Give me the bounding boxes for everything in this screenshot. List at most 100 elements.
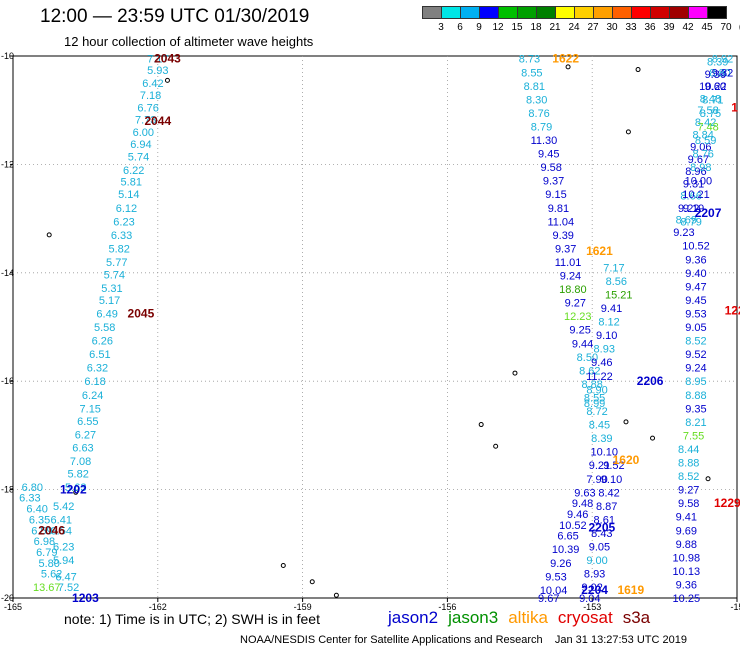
pass-time-label: 122: [725, 304, 740, 318]
wave-height-label: 8.93: [594, 344, 615, 356]
wave-height-label: 11.01: [555, 257, 582, 269]
island-outline: [565, 64, 571, 70]
chart-title: 12:00 — 23:59 UTC 01/30/2019: [40, 6, 310, 27]
color-scale-label: 27: [587, 22, 599, 33]
pass-time-label: 1620: [613, 453, 640, 467]
pass-time-label: 1: [731, 100, 738, 114]
wave-height-label: 9.25: [569, 325, 590, 337]
wave-height-label: 8.55: [521, 67, 542, 79]
wave-height-label: 9.32: [712, 67, 733, 79]
legend-item-cryosat: cryosat: [557, 608, 613, 627]
wave-height-label: 10.22: [699, 81, 727, 93]
wave-height-label: 6.94: [130, 139, 151, 151]
wave-height-label: 9.00: [586, 555, 607, 567]
wave-height-label: 6.41: [51, 514, 72, 526]
wave-height-label: 10.04: [540, 585, 568, 597]
x-tick-label: -165: [4, 602, 22, 612]
wave-height-label: 8.44: [678, 444, 699, 456]
wave-height-label: 8.79: [531, 121, 552, 133]
satellite-legend: jason2 jason3 altika cryosat s3a: [388, 608, 660, 628]
wave-height-label: 10.25: [673, 593, 701, 605]
wave-height-label: 8.12: [598, 317, 619, 329]
wave-height-label: 9.45: [538, 149, 559, 161]
wave-height-label: 8.76: [693, 149, 714, 161]
wave-height-label: 15.21: [605, 289, 633, 301]
island-outline: [623, 419, 629, 425]
x-tick-label: -156: [438, 602, 456, 612]
wave-height-label: 6.22: [123, 165, 144, 177]
color-scale-label: 33: [625, 22, 637, 33]
wave-height-label: 9.39: [553, 230, 574, 242]
wave-height-label: 6.65: [557, 531, 578, 543]
wave-height-label: 8.76: [528, 108, 549, 120]
color-scale-label: 21: [549, 22, 561, 33]
pass-time-label: 1202: [60, 483, 87, 497]
wave-height-label: 6.24: [82, 390, 103, 402]
pass-time-label: 2044: [144, 114, 171, 128]
wave-height-label: 9.88: [676, 539, 697, 551]
wave-height-label: 5.80: [38, 558, 59, 570]
wave-height-label: 6.47: [55, 571, 76, 583]
wave-height-label: 8.30: [526, 94, 547, 106]
wave-height-label: 8.88: [581, 379, 602, 391]
wave-height-label: 5.93: [147, 65, 168, 77]
pass-time-label: 2205: [589, 521, 616, 535]
y-tick-label: -18: [1, 485, 14, 495]
wave-height-label: 6.26: [92, 336, 113, 348]
wave-height-label: 5.63: [65, 482, 86, 494]
wave-height-label: 11.04: [547, 216, 574, 228]
wave-height-label: 10.52: [559, 520, 587, 532]
legend-item-altika: altika: [508, 608, 548, 627]
wave-height-label: 9.35: [685, 403, 706, 415]
wave-height-label: 9.40: [685, 268, 706, 280]
wave-height-label: 8.93: [584, 569, 605, 581]
wave-height-label: 8.69: [676, 215, 697, 227]
wave-height-label: 8.55: [584, 392, 605, 404]
wave-height-label: 10.98: [673, 552, 701, 564]
wave-height-label: 8.39: [707, 56, 728, 68]
wave-height-label: 8.59: [695, 135, 716, 147]
wave-height-label: 7.17: [147, 54, 168, 66]
wave-height-label: 8.42: [695, 117, 716, 129]
wave-height-label: 9.60: [705, 81, 726, 93]
color-scale-swatch: [707, 6, 727, 19]
wave-height-label: 8.80: [709, 67, 730, 79]
wave-height-label: 8.96: [685, 166, 706, 178]
chart-subtitle: 12 hour collection of altimeter wave hei…: [64, 34, 314, 49]
wave-height-label: 6.40: [26, 504, 47, 516]
wave-height-label: 9.44: [572, 338, 593, 350]
wave-height-label: 9.46: [591, 357, 612, 369]
wave-height-label: 9.31: [683, 178, 704, 190]
wave-height-label: 8.88: [678, 458, 699, 470]
wave-height-label: 9.15: [545, 189, 566, 201]
wave-height-label: 6.12: [116, 203, 137, 215]
wave-height-label: 6.35: [29, 514, 50, 526]
wave-height-label: 8.84: [693, 130, 714, 142]
wave-height-label: 8.72: [586, 406, 607, 418]
wave-height-label: 7.15: [80, 403, 101, 415]
wave-height-label: 5.14: [118, 189, 139, 201]
wave-height-label: 9.53: [685, 308, 706, 320]
wave-height-label: 9.41: [676, 512, 697, 524]
legend-item-jason2: jason2: [388, 608, 439, 627]
wave-height-label: 8.66: [680, 190, 701, 202]
wave-height-label: 8.43: [591, 528, 612, 540]
color-scale-label: 3: [438, 22, 444, 33]
wave-height-label: 9.53: [545, 571, 566, 583]
pass-time-label: 2206: [637, 374, 664, 388]
y-tick-label: -16: [1, 376, 14, 386]
wave-height-label: 9.24: [685, 363, 706, 375]
wave-height-label: 7.48: [697, 121, 718, 133]
island-outline: [280, 562, 286, 568]
wave-height-label: 8.92: [712, 54, 733, 66]
y-tick-label: -12: [1, 159, 14, 169]
color-scale-label: 42: [682, 22, 694, 33]
wave-height-label: 5.82: [108, 243, 129, 255]
wave-height-label: 5.82: [67, 468, 88, 480]
wave-height-label: 10.52: [682, 241, 710, 253]
wave-height-label: 8.95: [685, 376, 706, 388]
x-tick-label: -153: [583, 602, 601, 612]
island-outline: [650, 435, 656, 441]
island-outline: [309, 579, 315, 585]
color-scale-label: 36: [644, 22, 656, 33]
